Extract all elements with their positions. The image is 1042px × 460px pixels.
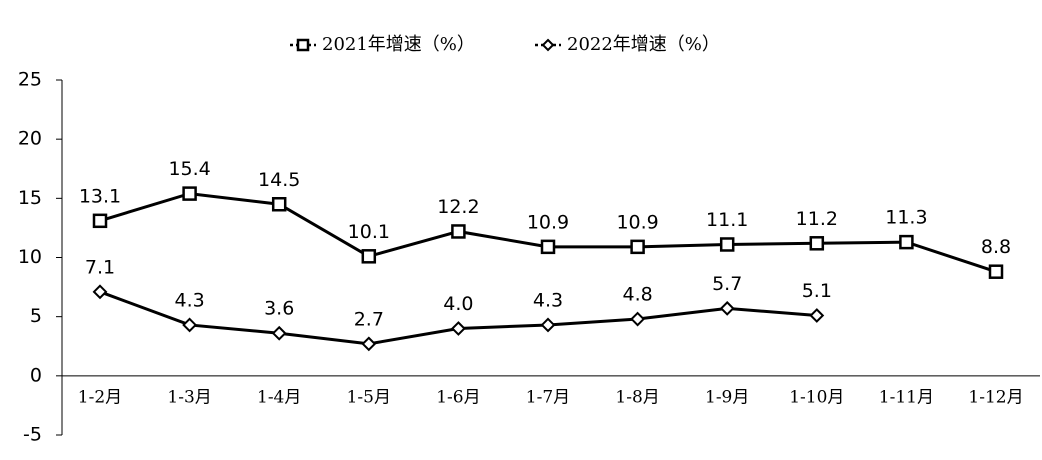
x-tick-label: 1-2月 bbox=[78, 387, 122, 407]
x-tick-label: 1-4月 bbox=[257, 387, 301, 407]
x-tick-label: 1-12月 bbox=[968, 387, 1023, 407]
data-label: 12.2 bbox=[437, 196, 479, 218]
point bbox=[630, 239, 645, 255]
point bbox=[92, 284, 108, 300]
data-label: 11.1 bbox=[706, 209, 748, 231]
data-label: 14.5 bbox=[258, 169, 300, 191]
point bbox=[719, 237, 735, 252]
point bbox=[271, 197, 287, 212]
y-tick-label: 10 bbox=[18, 246, 42, 268]
legend-marker bbox=[541, 38, 555, 52]
x-tick-label: 1-10月 bbox=[789, 387, 844, 407]
y-tick-label: 0 bbox=[30, 364, 42, 386]
point bbox=[361, 336, 377, 352]
point bbox=[988, 264, 1004, 279]
point bbox=[899, 234, 914, 250]
point bbox=[540, 317, 556, 333]
data-label: 4.8 bbox=[622, 284, 652, 306]
data-label: 4.0 bbox=[443, 293, 473, 315]
x-tick-label: 1-7月 bbox=[526, 387, 570, 407]
data-label: 7.1 bbox=[85, 256, 115, 278]
legend-label: 2022年增速（%） bbox=[567, 34, 720, 55]
legend-marker bbox=[296, 38, 310, 52]
data-label: 11.2 bbox=[796, 208, 838, 230]
x-tick-label: 1-6月 bbox=[436, 387, 480, 407]
data-label: 5.7 bbox=[712, 273, 742, 295]
x-tick-label: 1-11月 bbox=[879, 387, 934, 407]
data-label: 11.3 bbox=[885, 207, 927, 229]
data-label: 4.3 bbox=[533, 289, 563, 311]
data-label: 10.9 bbox=[616, 211, 658, 233]
y-tick-label: 15 bbox=[18, 187, 42, 209]
y-tick-label: 20 bbox=[18, 128, 42, 150]
legend-label: 2021年增速（%） bbox=[322, 34, 475, 55]
data-label: 13.1 bbox=[79, 185, 121, 207]
point bbox=[809, 308, 825, 323]
y-tick-label: 25 bbox=[18, 69, 42, 91]
data-label: 8.8 bbox=[981, 236, 1011, 258]
point bbox=[719, 300, 735, 316]
point bbox=[271, 325, 287, 341]
point bbox=[809, 236, 825, 251]
point bbox=[451, 224, 466, 239]
data-label: 5.1 bbox=[802, 280, 832, 302]
point bbox=[361, 249, 377, 264]
point bbox=[540, 239, 556, 255]
y-tick-label: 5 bbox=[30, 305, 42, 327]
data-label: 3.6 bbox=[264, 298, 294, 320]
point bbox=[450, 321, 466, 336]
x-tick-label: 1-3月 bbox=[167, 387, 211, 407]
y-tick-label: -5 bbox=[23, 424, 42, 446]
x-tick-label: 1-5月 bbox=[347, 387, 391, 407]
data-label: 10.1 bbox=[348, 221, 390, 243]
point bbox=[630, 311, 646, 327]
point bbox=[182, 186, 197, 201]
data-label: 10.9 bbox=[527, 211, 569, 233]
data-label: 15.4 bbox=[168, 158, 210, 180]
point bbox=[182, 317, 198, 333]
point bbox=[92, 213, 108, 229]
data-label: 2.7 bbox=[354, 308, 384, 330]
x-tick-label: 1-9月 bbox=[705, 387, 749, 407]
data-label: 4.3 bbox=[174, 289, 204, 311]
x-tick-label: 1-8月 bbox=[615, 387, 659, 407]
